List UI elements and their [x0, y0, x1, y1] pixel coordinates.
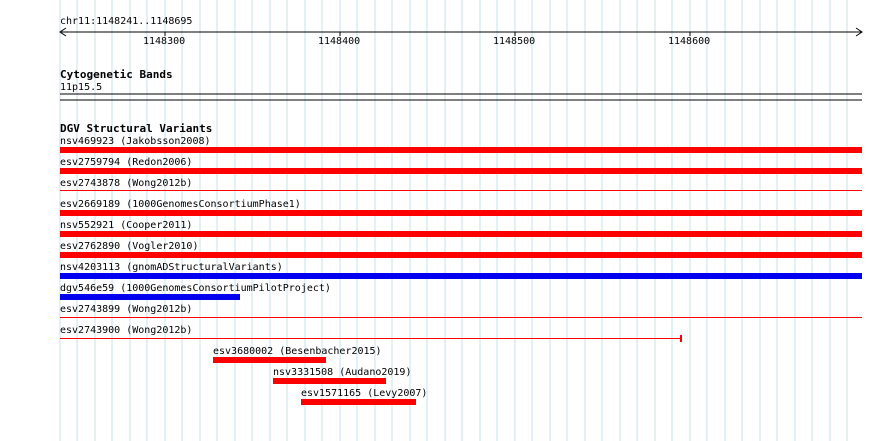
- variant-bar[interactable]: [60, 190, 862, 191]
- variant-feature[interactable]: esv2743899 (Wong2012b): [60, 304, 862, 318]
- ruler-track: chr11:1148241..1148695 1148300 1148400 1…: [59, 16, 863, 47]
- variant-bar[interactable]: [60, 147, 862, 153]
- variant-bar[interactable]: [60, 273, 862, 279]
- variant-feature[interactable]: dgv546e59 (1000GenomesConsortiumPilotPro…: [60, 283, 331, 300]
- variant-bar[interactable]: [213, 357, 326, 363]
- variant-label: nsv552921 (Cooper2011): [60, 220, 192, 231]
- variant-label: esv2759794 (Redon2006): [60, 157, 192, 168]
- variant-bar[interactable]: [60, 231, 862, 237]
- variant-label: esv1571165 (Levy2007): [301, 388, 427, 399]
- variant-label: esv2743878 (Wong2012b): [60, 178, 192, 189]
- ruler-tick-label: 1148400: [318, 36, 360, 47]
- variant-feature[interactable]: esv2759794 (Redon2006): [60, 157, 862, 174]
- variant-bar[interactable]: [60, 252, 862, 258]
- variant-bar[interactable]: [60, 338, 682, 339]
- cytoband-track-title: Cytogenetic Bands: [60, 68, 173, 81]
- variant-bar[interactable]: [60, 294, 240, 300]
- variant-bar[interactable]: [60, 317, 862, 318]
- variant-bar[interactable]: [60, 168, 862, 174]
- variant-label: nsv3331508 (Audano2019): [273, 367, 411, 378]
- variant-bar[interactable]: [301, 399, 416, 405]
- ruler-tick-label: 1148500: [493, 36, 535, 47]
- ruler-right-arrow: [855, 27, 863, 37]
- variant-bar[interactable]: [60, 210, 862, 216]
- variant-feature[interactable]: esv1571165 (Levy2007): [301, 388, 427, 405]
- variant-feature[interactable]: nsv3331508 (Audano2019): [273, 367, 411, 384]
- grid-lines: [59, 0, 848, 441]
- ruler-tick-label: 1148300: [143, 36, 185, 47]
- ruler-left-arrow: [59, 27, 67, 37]
- variant-end-tick: [680, 335, 682, 342]
- cytoband-track[interactable]: Cytogenetic Bands 11p15.5: [60, 68, 862, 101]
- variant-label: esv2743900 (Wong2012b): [60, 325, 192, 336]
- cytoband-label: 11p15.5: [60, 82, 102, 93]
- ruler-tick-label: 1148600: [668, 36, 710, 47]
- variant-label: esv2762890 (Vogler2010): [60, 241, 198, 252]
- variant-feature[interactable]: esv2762890 (Vogler2010): [60, 241, 862, 258]
- variant-label: esv3680002 (Besenbacher2015): [213, 346, 382, 357]
- dgv-track: DGV Structural Variants nsv469923 (Jakob…: [60, 122, 862, 405]
- variant-feature[interactable]: nsv469923 (Jakobsson2008): [60, 136, 862, 153]
- variant-feature[interactable]: esv2743900 (Wong2012b): [60, 325, 682, 342]
- variant-label: dgv546e59 (1000GenomesConsortiumPilotPro…: [60, 283, 331, 294]
- variant-feature[interactable]: esv2743878 (Wong2012b): [60, 178, 862, 191]
- variant-label: esv2669189 (1000GenomesConsortiumPhase1): [60, 199, 301, 210]
- variant-label: esv2743899 (Wong2012b): [60, 304, 192, 315]
- region-label: chr11:1148241..1148695: [60, 16, 192, 27]
- variant-feature[interactable]: nsv4203113 (gnomADStructuralVariants): [60, 262, 862, 279]
- variant-label: nsv4203113 (gnomADStructuralVariants): [60, 262, 283, 273]
- variant-feature[interactable]: esv2669189 (1000GenomesConsortiumPhase1): [60, 199, 862, 216]
- dgv-track-title: DGV Structural Variants: [60, 122, 212, 135]
- variant-label: nsv469923 (Jakobsson2008): [60, 136, 211, 147]
- variant-bar[interactable]: [273, 378, 386, 384]
- variant-feature[interactable]: esv3680002 (Besenbacher2015): [213, 346, 382, 363]
- variant-feature[interactable]: nsv552921 (Cooper2011): [60, 220, 862, 237]
